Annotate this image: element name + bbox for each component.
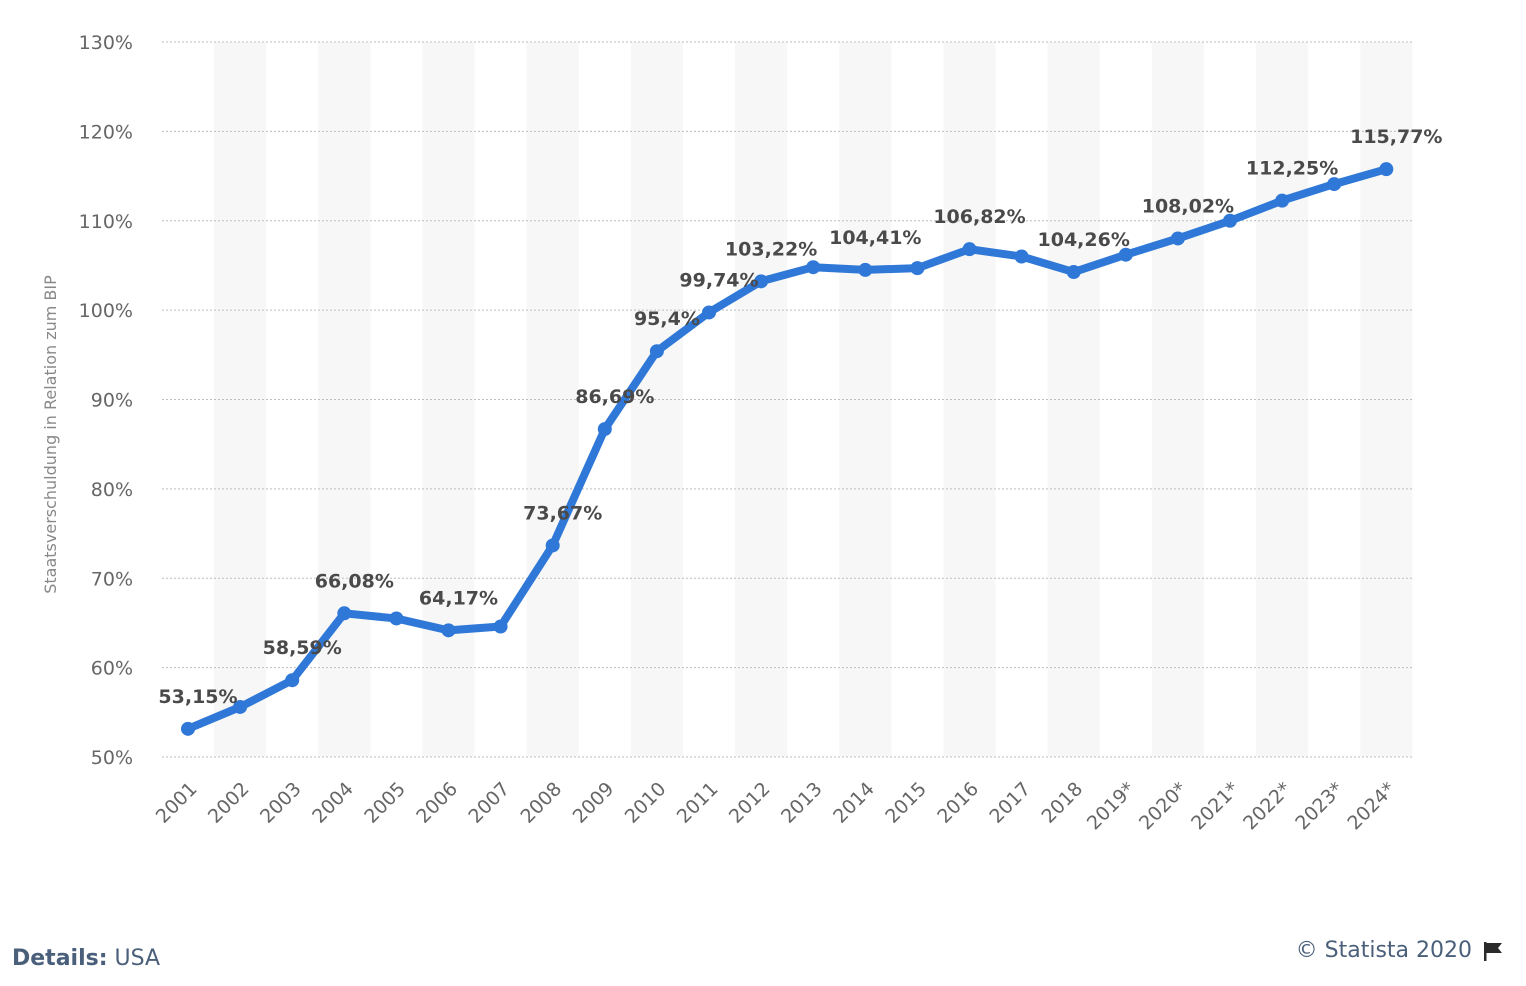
details-footer: Details: USA (12, 946, 160, 971)
data-label: 95,4% (634, 308, 700, 330)
data-point[interactable] (545, 538, 560, 553)
data-point[interactable] (1275, 193, 1290, 208)
x-tick-label: 2023* (1291, 778, 1347, 834)
y-tick-label: 120% (79, 121, 133, 143)
x-tick-label: 2005 (360, 778, 410, 828)
data-point[interactable] (233, 699, 248, 714)
data-label: 58,59% (263, 637, 342, 659)
details-value: USA (114, 946, 161, 971)
x-tick-label: 2021* (1187, 778, 1243, 834)
data-point[interactable] (1066, 265, 1081, 280)
data-point[interactable] (649, 344, 664, 359)
data-label: 64,17% (419, 587, 498, 609)
data-point[interactable] (962, 242, 977, 257)
y-tick-label: 70% (91, 568, 133, 590)
data-point[interactable] (441, 623, 456, 638)
flag-icon[interactable] (1482, 940, 1504, 962)
x-tick-label: 2016 (933, 778, 983, 828)
data-point[interactable] (910, 261, 925, 276)
x-tick-label: 2010 (621, 778, 671, 828)
details-label: Details: (12, 946, 108, 971)
x-tick-label: 2004 (308, 778, 358, 828)
data-label: 73,67% (523, 502, 602, 524)
y-tick-label: 90% (91, 390, 133, 412)
data-label: 115,77% (1350, 126, 1442, 148)
data-label: 104,41% (829, 227, 921, 249)
data-points (181, 162, 1394, 736)
data-point[interactable] (1014, 249, 1029, 264)
data-point[interactable] (806, 260, 821, 275)
data-point[interactable] (1379, 162, 1394, 177)
x-tick-label: 2013 (777, 778, 827, 828)
y-axis-label: Staatsverschuldung in Relation zum BIP (41, 275, 60, 594)
x-tick-label: 2024* (1343, 778, 1399, 834)
y-tick-label: 110% (79, 211, 133, 233)
data-point[interactable] (858, 262, 873, 277)
x-tick-label: 2001 (152, 778, 202, 828)
y-axis-ticks: 50% 60% 70% 80% 90% 100% 110% 120% 130% (79, 32, 133, 769)
x-tick-label: 2002 (204, 778, 254, 828)
data-labels: 53,15% 58,59% 66,08% 64,17% 73,67% 86,69% 95,4… (158, 126, 1442, 708)
data-label: 104,26% (1038, 229, 1130, 251)
data-label: 103,22% (725, 238, 817, 260)
data-label: 66,08% (315, 570, 394, 592)
data-label: 86,69% (575, 386, 654, 408)
x-tick-label: 2018 (1037, 778, 1087, 828)
data-point[interactable] (389, 611, 404, 626)
data-point[interactable] (493, 619, 508, 634)
data-point[interactable] (702, 305, 716, 320)
y-tick-label: 50% (91, 747, 133, 769)
data-label: 99,74% (679, 269, 758, 291)
x-tick-label: 2019* (1083, 778, 1139, 834)
x-tick-label: 2012 (725, 778, 775, 828)
x-tick-label: 2006 (412, 778, 462, 828)
x-tick-label: 2022* (1239, 778, 1295, 834)
data-point[interactable] (1327, 177, 1342, 192)
x-tick-label: 2014 (829, 778, 879, 828)
x-tick-label: 2011 (673, 778, 723, 828)
x-tick-label: 2003 (256, 778, 306, 828)
data-point[interactable] (1223, 213, 1237, 228)
data-label: 108,02% (1142, 195, 1234, 217)
data-point[interactable] (285, 673, 300, 688)
data-point[interactable] (1118, 247, 1133, 262)
x-tick-label: 2008 (516, 778, 566, 828)
y-tick-label: 80% (91, 479, 133, 501)
data-point[interactable] (754, 274, 769, 289)
copyright-footer: © Statista 2020 (1296, 938, 1504, 963)
copyright-text[interactable]: © Statista 2020 (1295, 938, 1472, 963)
x-tick-label: 2020* (1135, 778, 1191, 834)
x-tick-label: 2007 (464, 778, 514, 828)
gridlines (162, 41, 1412, 758)
data-point[interactable] (597, 422, 612, 437)
x-tick-label: 2017 (985, 778, 1035, 828)
y-tick-label: 130% (79, 32, 133, 54)
y-tick-label: 60% (91, 658, 133, 680)
x-axis-ticks: 2001 2002 2003 2004 2005 2006 2007 2008 2009 2010… (152, 778, 1400, 834)
data-point[interactable] (181, 721, 195, 736)
data-point[interactable] (337, 606, 352, 621)
data-point[interactable] (1170, 231, 1185, 246)
data-label: 112,25% (1246, 158, 1338, 180)
y-tick-label: 100% (79, 300, 133, 322)
series-line (184, 165, 1391, 733)
data-label: 106,82% (933, 206, 1025, 228)
x-tick-label: 2015 (881, 778, 931, 828)
x-tick-label: 2009 (569, 778, 619, 828)
data-label: 53,15% (158, 686, 237, 708)
alternating-column-bands (214, 42, 1413, 757)
